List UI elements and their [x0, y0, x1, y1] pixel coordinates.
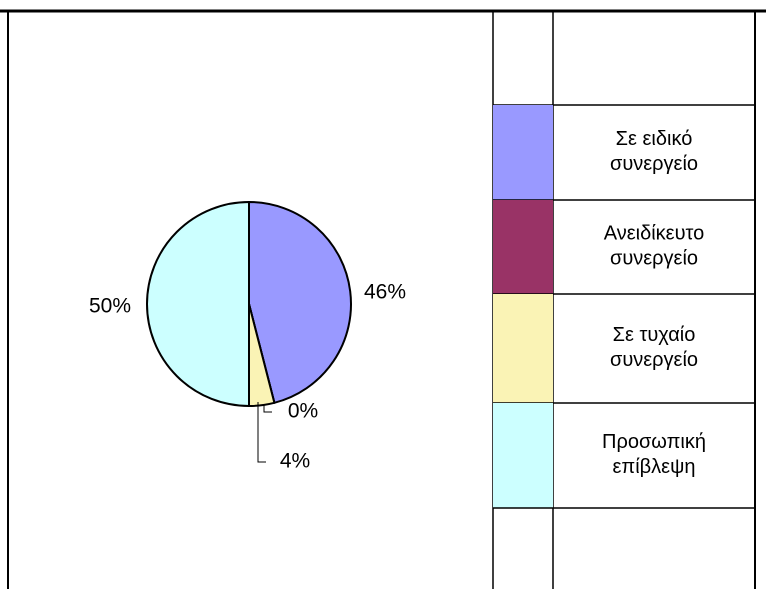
- data-label: 0%: [288, 400, 318, 423]
- legend-label: Σε ειδικό συνεργείο: [610, 128, 698, 175]
- data-label: 4%: [280, 450, 310, 473]
- legend-swatch: [493, 403, 553, 508]
- pie-slice: [248, 200, 352, 405]
- legend-label: Ανειδίκευτο συνεργείο: [604, 223, 705, 270]
- legend-swatch: [493, 294, 553, 403]
- legend: Σε ειδικό συνεργείο Ανειδίκευτο συνεργείο Σε…: [493, 104, 755, 509]
- data-label: 50%: [89, 295, 131, 318]
- legend-label: Σε τυχαίο συνεργείο: [610, 324, 698, 371]
- data-label: 46%: [364, 281, 406, 304]
- header-strip: [0, 0, 766, 12]
- pie: 46% 0% 4% 50%: [89, 200, 406, 473]
- pie-slice: [146, 200, 250, 408]
- leader-line: [257, 402, 266, 463]
- legend-swatch: [493, 200, 553, 294]
- legend-label: Προσωπική επίβλεψη: [602, 431, 706, 478]
- legend-swatch: [493, 105, 553, 200]
